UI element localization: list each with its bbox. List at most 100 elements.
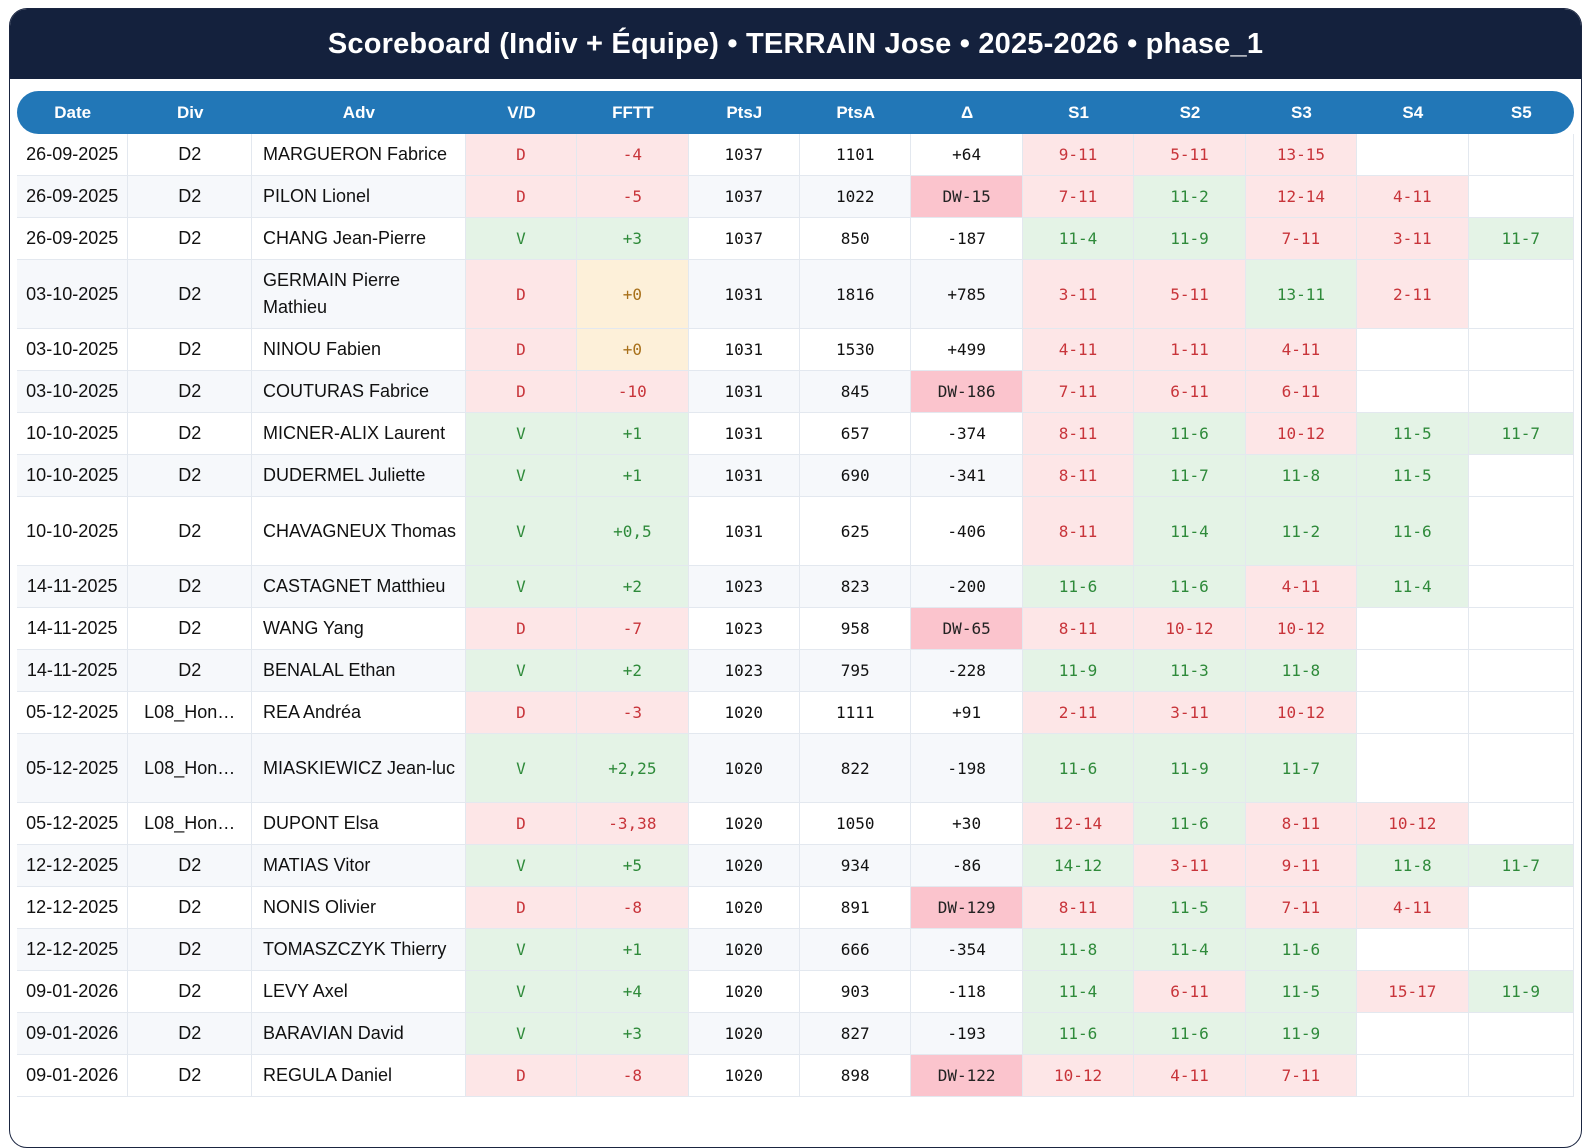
set-4-score-cell [1357,650,1469,692]
delta-cell: -86 [911,845,1023,887]
set-3-score-cell: 4-11 [1245,329,1358,371]
fftt-points-cell: +0 [577,260,689,329]
column-header-fftt[interactable]: FFTT [577,91,689,134]
table-row[interactable]: 05-12-2025 L08_Hon… DUPONT Elsa D -3,38 1020 1… [17,803,1574,845]
table-row[interactable]: 14-11-2025 D2 BENALAL Ethan V +2 1023 795 -228 1… [17,650,1574,692]
opponent-points-cell: 891 [800,887,912,929]
result-cell: V [465,734,578,803]
set-3-score-cell: 10-12 [1245,692,1358,734]
set-4-score-cell: 2-11 [1357,260,1469,329]
division-cell: D2 [128,608,252,650]
delta-cell: +30 [911,803,1023,845]
page-title: Scoreboard (Indiv + Équipe) • TERRAIN Jo… [10,9,1581,79]
set-3-score-cell: 11-2 [1245,497,1358,566]
set-2-score-cell: 11-2 [1134,176,1246,218]
opponent-cell: WANG Yang [252,608,466,650]
table-row[interactable]: 12-12-2025 D2 NONIS Olivier D -8 1020 891 DW-12… [17,887,1574,929]
set-2-score-cell: 6-11 [1134,371,1246,413]
table-row[interactable]: 05-12-2025 L08_Hon… REA Andréa D -3 1020 1111 +… [17,692,1574,734]
fftt-points-cell: +0,5 [577,497,689,566]
table-row[interactable]: 26-09-2025 D2 PILON Lionel D -5 1037 1022 DW-15… [17,176,1574,218]
table-row[interactable]: 10-10-2025 D2 DUDERMEL Juliette V +1 1031 690-… [17,455,1574,497]
table-row[interactable]: 10-10-2025 D2 CHAVAGNEUX Thomas V +0,5 1031 62… [17,497,1574,566]
set-1-score-cell: 8-11 [1022,413,1135,455]
opponent-points-cell: 903 [800,971,912,1013]
opponent-points-cell: 1101 [800,134,912,176]
division-cell: D2 [128,371,252,413]
column-header-s5[interactable]: S5 [1468,91,1574,134]
fftt-points-cell: +1 [577,455,689,497]
set-4-score-cell: 11-8 [1357,845,1469,887]
table-row[interactable]: 14-11-2025 D2 WANG Yang D -7 1023 958 DW-65 8-11… [17,608,1574,650]
set-1-score-cell: 12-14 [1022,803,1135,845]
division-cell: D2 [128,971,252,1013]
date-cell: 05-12-2025 [17,692,129,734]
opponent-points-cell: 958 [800,608,912,650]
column-header-s2[interactable]: S2 [1134,91,1246,134]
opponent-points-cell: 898 [800,1055,912,1097]
set-5-score-cell [1468,455,1574,497]
set-2-score-cell: 3-11 [1134,692,1246,734]
opponent-cell: CASTAGNET Matthieu [252,566,466,608]
table-row[interactable]: 03-10-2025 D2 GERMAIN Pierre Mathieu D +0 103… [17,260,1574,329]
column-header-ptsa[interactable]: PtsA [800,91,912,134]
set-3-score-cell: 13-15 [1245,134,1358,176]
set-1-score-cell: 9-11 [1022,134,1135,176]
set-1-score-cell: 8-11 [1022,608,1135,650]
set-2-score-cell: 11-9 [1134,734,1246,803]
set-2-score-cell: 5-11 [1134,260,1246,329]
date-cell: 09-01-2026 [17,1013,129,1055]
delta-cell: -228 [911,650,1023,692]
set-1-score-cell: 10-12 [1022,1055,1135,1097]
set-5-score-cell [1468,371,1574,413]
result-cell: D [465,134,578,176]
set-4-score-cell [1357,134,1469,176]
table-row[interactable]: 12-12-2025 D2 TOMASZCZYK Thierry V +1 1020 666… [17,929,1574,971]
set-4-score-cell: 4-11 [1357,887,1469,929]
column-header-s3[interactable]: S3 [1245,91,1358,134]
table-row[interactable]: 09-01-2026 D2 REGULA Daniel D -8 1020 898 DW-12… [17,1055,1574,1097]
column-header-adv[interactable]: Adv [252,91,466,134]
table-row[interactable]: 09-01-2026 D2 LEVY Axel V +4 1020 903 -118 11-4 6… [17,971,1574,1013]
column-header-s1[interactable]: S1 [1022,91,1135,134]
column-header-date[interactable]: Date [17,91,129,134]
set-1-score-cell: 14-12 [1022,845,1135,887]
table-row[interactable]: 10-10-2025 D2 MICNER-ALIX Laurent V +1 1031 65… [17,413,1574,455]
fftt-points-cell: +2,25 [577,734,689,803]
opponent-cell: DUPONT Elsa [252,803,466,845]
set-3-score-cell: 11-9 [1245,1013,1358,1055]
table-row[interactable]: 03-10-2025 D2 COUTURAS Fabrice D -10 1031 845 D… [17,371,1574,413]
result-cell: V [465,1013,578,1055]
set-1-score-cell: 11-6 [1022,566,1135,608]
set-5-score-cell [1468,803,1574,845]
set-2-score-cell: 1-11 [1134,329,1246,371]
table-row[interactable]: 09-01-2026 D2 BARAVIAN David V +3 1020 827 -193… [17,1013,1574,1055]
column-header-ptsj[interactable]: PtsJ [688,91,800,134]
set-4-score-cell [1357,929,1469,971]
opponent-cell: MARGUERON Fabrice [252,134,466,176]
date-cell: 12-12-2025 [17,845,129,887]
set-3-score-cell: 11-7 [1245,734,1358,803]
set-5-score-cell [1468,887,1574,929]
column-header-vd[interactable]: V/D [465,91,578,134]
table-row[interactable]: 14-11-2025 D2 CASTAGNET Matthieu V +2 1023 823… [17,566,1574,608]
table-row[interactable]: 05-12-2025 L08_Hon… MIASKIEWICZ Jean-luc V +… [17,734,1574,803]
division-cell: D2 [128,218,252,260]
set-3-score-cell: 11-8 [1245,455,1358,497]
column-header-div[interactable]: Div [128,91,252,134]
set-4-score-cell: 4-11 [1357,176,1469,218]
delta-cell: DW-15 [911,176,1023,218]
set-5-score-cell [1468,566,1574,608]
table-row[interactable]: 03-10-2025 D2 NINOU Fabien D +0 1031 1530 +499 4… [17,329,1574,371]
division-cell: L08_Hon… [128,692,252,734]
result-cell: V [465,455,578,497]
date-cell: 10-10-2025 [17,413,129,455]
set-3-score-cell: 7-11 [1245,1055,1358,1097]
column-header-delta[interactable]: Δ [911,91,1023,134]
set-5-score-cell [1468,176,1574,218]
table-row[interactable]: 12-12-2025 D2 MATIAS Vitor V +5 1020 934 -86 14-… [17,845,1574,887]
table-row[interactable]: 26-09-2025 D2 CHANG Jean-Pierre V +3 1037 850-… [17,218,1574,260]
result-cell: D [465,1055,578,1097]
column-header-s4[interactable]: S4 [1357,91,1469,134]
table-row[interactable]: 26-09-2025 D2 MARGUERON Fabrice D -4 1037 1101… [17,134,1574,176]
